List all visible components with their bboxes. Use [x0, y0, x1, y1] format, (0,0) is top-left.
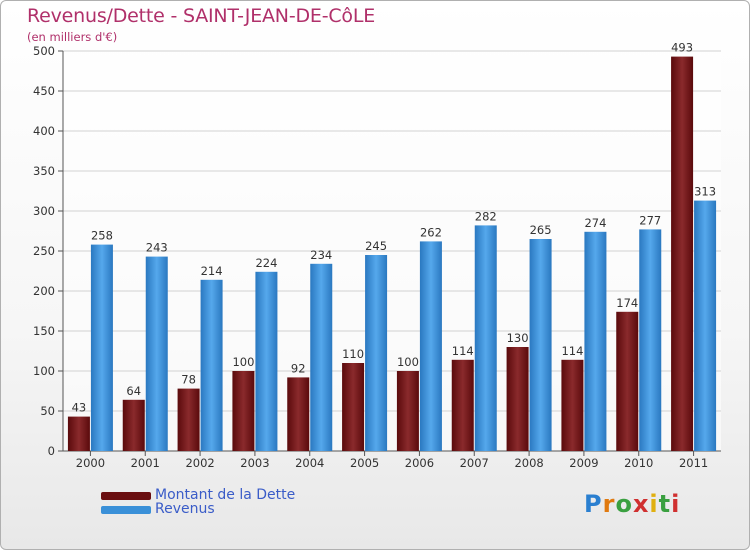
- y-tick-label: 0: [48, 444, 55, 458]
- bar-debt-2010: [616, 311, 639, 451]
- bar-revenus-2007: [474, 225, 497, 451]
- data-label-debt-2003: 100: [232, 355, 254, 369]
- data-label-debt-2005: 110: [342, 347, 364, 361]
- bar-debt-2003: [232, 371, 255, 451]
- y-tick-label: 450: [33, 84, 55, 98]
- bar-revenus-2000: [90, 244, 113, 451]
- data-label-revenus-2001: 243: [146, 241, 168, 255]
- bar-debt-2008: [506, 347, 529, 451]
- bar-debt-2005: [342, 363, 365, 451]
- data-label-debt-2004: 92: [291, 361, 306, 375]
- data-label-debt-2006: 100: [397, 355, 419, 369]
- logo-letter: x: [632, 490, 650, 518]
- chart-title: Revenus/Dette - SAINT-JEAN-DE-CôLE: [27, 5, 376, 27]
- bar-debt-2007: [451, 359, 474, 451]
- logo-letter: o: [615, 490, 633, 518]
- bar-debt-2001: [122, 399, 145, 451]
- bar-revenus-2009: [584, 231, 607, 451]
- bar-revenus-2006: [419, 241, 442, 451]
- data-label-revenus-2008: 265: [530, 223, 552, 237]
- bar-revenus-2011: [694, 200, 717, 451]
- data-label-debt-2008: 130: [507, 331, 529, 345]
- data-label-revenus-2009: 274: [584, 216, 606, 230]
- x-tick-label: 2009: [569, 456, 598, 470]
- data-label-revenus-2000: 258: [91, 229, 113, 243]
- logo-letter: r: [602, 490, 616, 518]
- y-tick-label: 150: [33, 324, 55, 338]
- bar-debt-2000: [67, 416, 90, 451]
- legend-swatch-revenus: [101, 506, 151, 514]
- data-label-revenus-2007: 282: [475, 209, 497, 223]
- bar-revenus-2010: [639, 229, 662, 451]
- chart-subtitle: (en milliers d'€): [27, 30, 118, 44]
- data-label-debt-2009: 114: [561, 344, 583, 358]
- data-label-revenus-2004: 234: [310, 248, 332, 262]
- bar-revenus-2005: [365, 255, 388, 451]
- x-tick-label: 2005: [350, 456, 379, 470]
- x-tick-label: 2008: [514, 456, 543, 470]
- data-label-revenus-2010: 277: [639, 213, 661, 227]
- bar-revenus-2002: [200, 279, 223, 451]
- x-tick-label: 2001: [131, 456, 160, 470]
- x-tick-label: 2011: [679, 456, 708, 470]
- data-label-revenus-2005: 245: [365, 239, 387, 253]
- bar-revenus-2008: [529, 239, 552, 451]
- logo-letter: P: [584, 490, 603, 518]
- logo-letter: i: [671, 490, 681, 518]
- bar-debt-2006: [396, 371, 419, 451]
- data-label-debt-2001: 64: [126, 384, 141, 398]
- y-tick-label: 350: [33, 164, 55, 178]
- y-tick-label: 200: [33, 284, 55, 298]
- data-label-debt-2010: 174: [616, 296, 638, 310]
- x-tick-label: 2007: [460, 456, 489, 470]
- x-tick-label: 2010: [624, 456, 653, 470]
- data-label-revenus-2003: 224: [255, 256, 277, 270]
- bar-debt-2011: [671, 56, 694, 451]
- bar-revenus-2001: [145, 256, 168, 451]
- x-tick-label: 2004: [295, 456, 324, 470]
- data-label-debt-2000: 43: [72, 401, 87, 415]
- x-tick-label: 2002: [185, 456, 214, 470]
- y-tick-label: 400: [33, 124, 55, 138]
- data-label-revenus-2002: 214: [201, 264, 223, 278]
- x-tick-label: 2006: [405, 456, 434, 470]
- x-tick-label: 2003: [240, 456, 269, 470]
- data-label-revenus-2006: 262: [420, 225, 442, 239]
- bar-debt-2009: [561, 359, 584, 451]
- data-label-debt-2007: 114: [452, 344, 474, 358]
- logo-letter: t: [658, 490, 672, 518]
- legend-swatch-debt: [101, 492, 151, 500]
- y-tick-label: 250: [33, 244, 55, 258]
- bar-revenus-2003: [255, 271, 278, 451]
- bar-debt-2002: [177, 388, 200, 451]
- x-tick-label: 2000: [76, 456, 105, 470]
- y-tick-label: 300: [33, 204, 55, 218]
- logo-letter: i: [649, 490, 659, 518]
- data-label-debt-2002: 78: [181, 373, 196, 387]
- y-tick-label: 100: [33, 364, 55, 378]
- bar-debt-2004: [287, 377, 310, 451]
- data-label-debt-2011: 493: [671, 41, 693, 55]
- data-label-revenus-2011: 313: [694, 185, 716, 199]
- legend-label-debt: Montant de la Dette: [155, 487, 296, 503]
- y-tick-label: 50: [40, 404, 55, 418]
- y-tick-label: 500: [33, 44, 55, 58]
- proxiti-logo: Proxiti: [584, 490, 680, 518]
- legend-label-revenus: Revenus: [155, 501, 215, 517]
- bar-revenus-2004: [310, 263, 333, 451]
